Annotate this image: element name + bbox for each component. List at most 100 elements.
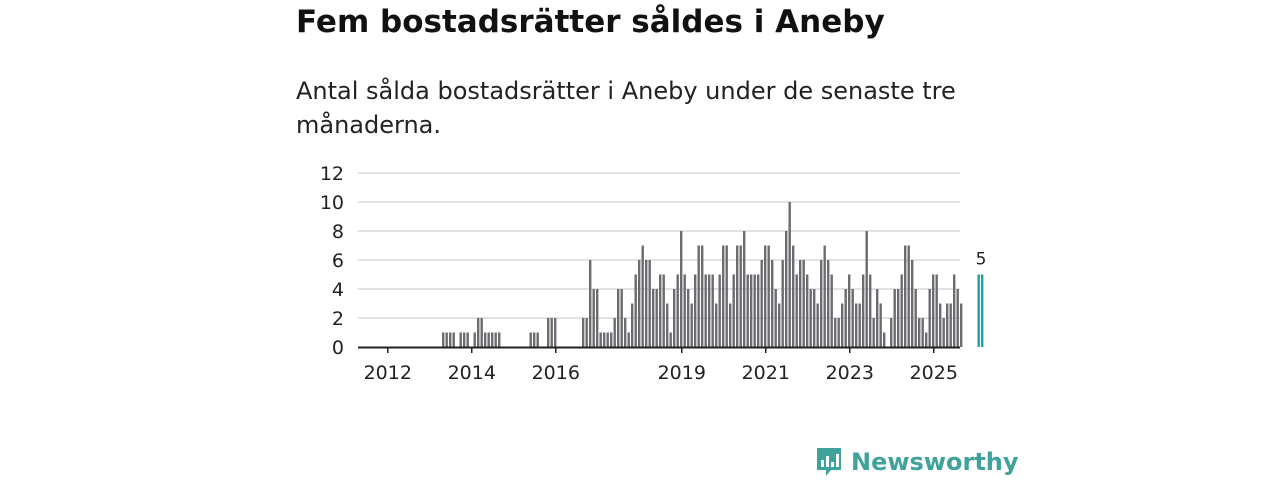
highlight-bar <box>977 274 980 347</box>
bar <box>778 303 781 347</box>
bar <box>715 303 718 347</box>
bar <box>792 245 795 347</box>
bar <box>687 289 690 347</box>
x-tick-label: 2021 <box>742 362 790 384</box>
bar <box>729 303 732 347</box>
bar <box>592 289 595 347</box>
bar <box>466 332 469 347</box>
bar <box>834 318 837 347</box>
y-axis-ticks: 0 2 4 6 8 10 12 <box>320 163 344 359</box>
bar <box>949 303 952 347</box>
bar <box>785 231 788 347</box>
bar <box>753 274 756 347</box>
bar <box>851 289 854 347</box>
bar <box>879 303 882 347</box>
bar <box>921 318 924 347</box>
bar <box>960 303 963 347</box>
bar <box>484 332 487 347</box>
bar <box>767 245 770 347</box>
x-tick-label: 2025 <box>910 362 958 384</box>
y-tick-label: 2 <box>332 308 344 330</box>
bar <box>582 318 585 347</box>
brand-name: Newsworthy <box>851 448 1019 476</box>
bars <box>442 202 984 347</box>
bar <box>536 332 539 347</box>
bar <box>925 332 928 347</box>
bar <box>683 274 686 347</box>
bar <box>634 274 637 347</box>
x-axis-ticks: 2012 2014 2016 2019 2021 2023 2025 <box>364 347 958 384</box>
bar <box>708 274 711 347</box>
bar <box>613 318 616 347</box>
chart-title: Fem bostadsrätter såldes i Aneby <box>296 4 885 40</box>
bar <box>690 303 693 347</box>
bar <box>529 332 532 347</box>
x-tick-label: 2019 <box>658 362 706 384</box>
bar <box>473 332 476 347</box>
bar <box>480 318 483 347</box>
bar <box>711 274 714 347</box>
bar <box>890 318 893 347</box>
highlight-bar <box>981 274 984 347</box>
bar <box>907 245 910 347</box>
bar <box>858 303 861 347</box>
bar <box>844 289 847 347</box>
bar <box>865 231 868 347</box>
bar <box>547 318 550 347</box>
bar <box>942 318 945 347</box>
y-tick-label: 0 <box>332 337 344 359</box>
bar <box>641 245 644 347</box>
bar <box>445 332 448 347</box>
bar <box>855 303 858 347</box>
bar <box>837 318 840 347</box>
bar <box>774 289 777 347</box>
bar <box>848 274 851 347</box>
bar <box>872 318 875 347</box>
bar <box>606 332 609 347</box>
bar <box>813 289 816 347</box>
bar <box>900 274 903 347</box>
bar <box>732 274 735 347</box>
bar <box>935 274 938 347</box>
bar <box>956 289 959 347</box>
bar <box>883 332 886 347</box>
bar <box>459 332 462 347</box>
bar <box>631 303 634 347</box>
bar-chart-logo-icon <box>817 448 841 476</box>
bar <box>946 303 949 347</box>
bar <box>911 260 914 347</box>
bar <box>939 303 942 347</box>
bar <box>673 289 676 347</box>
bar <box>694 274 697 347</box>
y-tick-label: 10 <box>320 192 344 214</box>
bar <box>893 289 896 347</box>
bar <box>585 318 588 347</box>
bar <box>928 289 931 347</box>
bar <box>760 260 763 347</box>
bar <box>589 260 592 347</box>
bar <box>718 274 721 347</box>
bar <box>823 245 826 347</box>
bar <box>624 318 627 347</box>
bar <box>701 245 704 347</box>
bar <box>477 318 480 347</box>
bar <box>869 274 872 347</box>
bar <box>550 318 553 347</box>
y-tick-label: 4 <box>332 279 344 301</box>
bar <box>746 274 749 347</box>
bar <box>743 231 746 347</box>
bar <box>596 289 599 347</box>
bar <box>725 245 728 347</box>
bar <box>610 332 613 347</box>
chart-subtitle: Antal sålda bostadsrätter i Aneby under … <box>296 77 956 139</box>
bar <box>918 318 921 347</box>
bar <box>666 303 669 347</box>
bar <box>739 245 742 347</box>
bar <box>953 274 956 347</box>
bar <box>841 303 844 347</box>
bar <box>491 332 494 347</box>
bar-chart: 0 2 4 6 8 10 12 2012 2014 2016 2019 2021 2023 2025 5 <box>320 163 987 384</box>
bar <box>498 332 501 347</box>
bar <box>876 289 879 347</box>
bar <box>487 332 490 347</box>
